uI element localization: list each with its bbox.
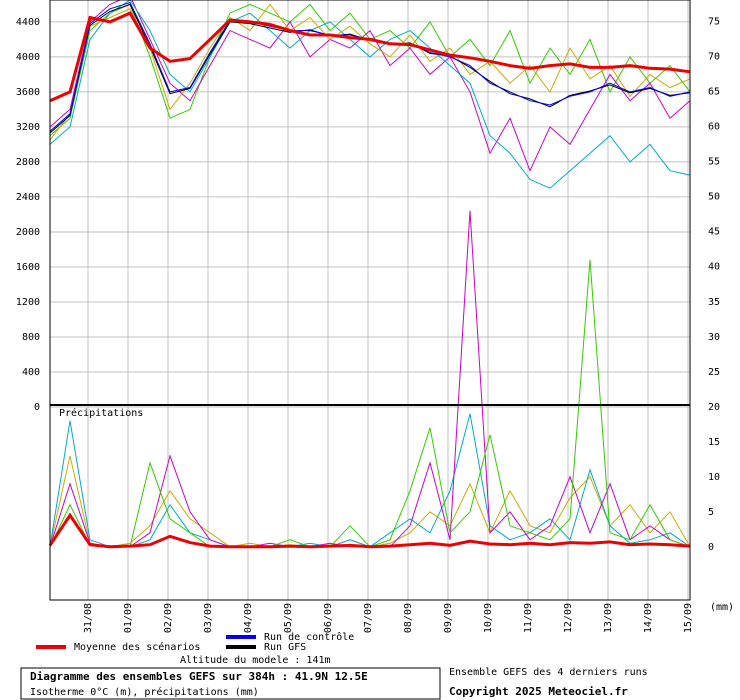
x-tick-label: 02/09 xyxy=(163,603,174,633)
x-tick-label: 05/09 xyxy=(283,603,294,633)
y-tick-label: 65 xyxy=(708,87,720,98)
y-tick-label: 10 xyxy=(708,472,720,483)
x-tick-label: 03/09 xyxy=(203,603,214,633)
panel-title: Précipitations xyxy=(59,407,143,419)
x-tick-label: 07/09 xyxy=(363,603,374,633)
x-tick-label: 10/09 xyxy=(483,603,494,633)
series-line xyxy=(48,512,691,549)
y-tick-label: 2400 xyxy=(16,192,40,203)
x-tick-label: 09/09 xyxy=(443,603,454,633)
footer-box xyxy=(20,667,441,700)
x-tick-label: 01/09 xyxy=(123,603,134,633)
y-tick-label: 75 xyxy=(708,17,720,28)
x-tick-label: 08/09 xyxy=(403,603,414,633)
y-tick-label: 70 xyxy=(708,52,720,63)
x-tick-label: 06/09 xyxy=(323,603,334,633)
legend-label: Run GFS xyxy=(264,642,306,653)
y-tick-label: 800 xyxy=(22,332,40,343)
y-tick-label: 2000 xyxy=(16,227,40,238)
y-tick-label: 55 xyxy=(708,157,720,168)
y-tick-label: 20 xyxy=(708,402,720,413)
x-tick-label: 14/09 xyxy=(643,603,654,633)
y-tick-label: 4000 xyxy=(16,52,40,63)
y-tick-label: 0 xyxy=(34,402,40,413)
y-tick-label: 0 xyxy=(708,542,714,553)
y-tick-label: 3600 xyxy=(16,87,40,98)
y-tick-label: 3200 xyxy=(16,122,40,133)
altitude: Altitude du modele : 141m xyxy=(180,655,331,666)
series-line xyxy=(49,0,691,189)
plot-area xyxy=(50,0,690,600)
plot-frame xyxy=(49,0,691,601)
legend-label: Run de contrôle xyxy=(264,631,354,643)
y-tick-label: 30 xyxy=(708,332,720,343)
x-tick-label: 04/09 xyxy=(243,603,254,633)
legend-label: Moyenne des scénarios xyxy=(74,641,200,653)
y-tick-label: 1600 xyxy=(16,262,40,273)
y-tick-label: 50 xyxy=(708,192,720,203)
y-tick-label: 40 xyxy=(708,262,720,273)
footer-subtitle: Isotherme 0°C (m), précipitations (mm) xyxy=(30,686,259,698)
copyright: Copyright 2025 Meteociel.fr xyxy=(449,685,628,698)
series-line xyxy=(49,3,691,141)
y-tick-label: 4400 xyxy=(16,17,40,28)
y-tick-label: 2800 xyxy=(16,157,40,168)
y-tick-label: 1200 xyxy=(16,297,40,308)
y-tick-label: 400 xyxy=(22,367,40,378)
x-tick-label: 15/09 xyxy=(683,603,694,633)
footer-title: Diagramme des ensembles GEFS sur 384h : … xyxy=(30,670,368,683)
y-tick-label: 45 xyxy=(708,227,720,238)
y-tick-label: 5 xyxy=(708,507,714,518)
x-tick-label: 13/09 xyxy=(603,603,614,633)
y-tick-label: 35 xyxy=(708,297,720,308)
x-tick-label: 12/09 xyxy=(563,603,574,633)
footer-runs: Ensemble GEFS des 4 derniers runs xyxy=(449,667,648,678)
y-tick-label: 60 xyxy=(708,122,720,133)
series-line xyxy=(49,11,691,103)
x-tick-label: 31/08 xyxy=(83,603,94,633)
y-axis-label: (mm) xyxy=(710,602,734,613)
y-tick-label: 25 xyxy=(708,367,720,378)
y-tick-label: 15 xyxy=(708,437,720,448)
x-tick-label: 11/09 xyxy=(523,603,534,633)
